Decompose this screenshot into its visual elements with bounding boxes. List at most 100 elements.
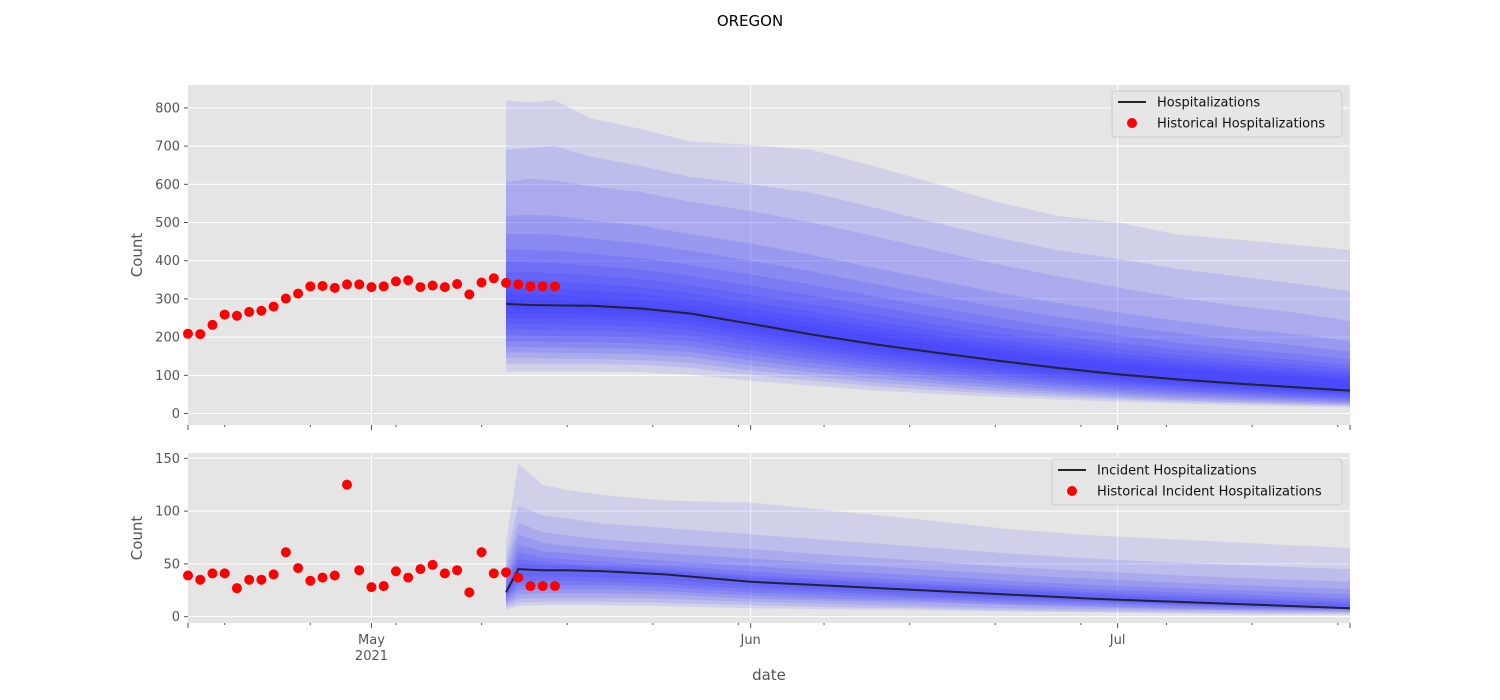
historical-point (488, 568, 499, 579)
historical-point (390, 276, 401, 287)
historical-point (452, 279, 463, 290)
legend-box (1051, 458, 1343, 506)
historical-point (513, 279, 524, 290)
historical-point (403, 275, 414, 286)
historical-point (501, 567, 512, 578)
legend-marker-label: Historical Incident Hospitalizations (1097, 485, 1322, 500)
legend: Hospitalizations Historical Hospitalizati… (1111, 90, 1343, 138)
historical-point (415, 564, 426, 575)
historical-point (549, 281, 560, 292)
historical-point (439, 282, 450, 293)
legend: Incident Hospitalizations Historical Inci… (1051, 458, 1343, 506)
prediction-band (506, 534, 1350, 612)
historical-point (219, 309, 230, 320)
y-tick-label: 0 (172, 407, 180, 422)
prediction-band (506, 562, 1350, 609)
prediction-band (506, 279, 1350, 396)
historical-point (268, 301, 279, 312)
historical-point (231, 583, 242, 594)
x-tick-label: Jun (739, 633, 760, 648)
historical-point (207, 319, 218, 330)
x-tick-label: Jul (1109, 633, 1126, 648)
historical-point (476, 547, 487, 558)
prediction-band (506, 249, 1350, 401)
historical-point (378, 581, 389, 592)
historical-point (378, 281, 389, 292)
historical-point (366, 582, 377, 593)
prediction-band (506, 505, 1350, 614)
y-tick-label: 300 (155, 292, 180, 307)
y-tick-label: 100 (155, 369, 180, 384)
prediction-band (506, 298, 1350, 392)
y-tick-label: 200 (155, 331, 180, 346)
prediction-band (506, 261, 1350, 399)
plot-area (188, 85, 1350, 425)
historical-point (513, 572, 524, 583)
x-tick-label: May (358, 633, 385, 648)
y-tick-label: 800 (155, 101, 180, 116)
legend-line-label: Hospitalizations (1157, 96, 1260, 111)
y-axis-label: Count (128, 516, 146, 561)
historical-point (231, 310, 242, 321)
historical-point (342, 279, 353, 290)
legend-marker-label: Historical Hospitalizations (1157, 117, 1325, 132)
historical-point (476, 277, 487, 288)
historical-point (256, 305, 267, 316)
historical-point (501, 277, 512, 288)
historical-point (317, 572, 328, 583)
historical-point (317, 280, 328, 291)
y-tick-label: 100 (155, 505, 180, 520)
historical-point (256, 574, 267, 585)
y-tick-label: 50 (163, 557, 180, 572)
y-tick-label: 0 (172, 610, 180, 625)
prediction-band (506, 463, 1350, 615)
historical-point (342, 479, 353, 490)
median-forecast-line (505, 568, 1350, 610)
historical-point (219, 568, 230, 579)
historical-point (280, 293, 291, 304)
historical-point (280, 547, 291, 558)
prediction-band (506, 287, 1350, 395)
historical-point (195, 574, 206, 585)
historical-point (366, 282, 377, 293)
hospitalizations-panel: 0 100 200 300 400 500 600 700 800 Count Hospitaliz… (128, 85, 1351, 430)
legend-marker-swatch (1127, 118, 1137, 128)
historical-point (244, 306, 255, 317)
prediction-band (506, 178, 1350, 405)
forecast-bands (505, 100, 1350, 408)
median-forecast-line (505, 302, 1350, 392)
historical-point (525, 581, 536, 592)
prediction-band (506, 544, 1350, 611)
historical-point (452, 565, 463, 576)
historical-point (268, 569, 279, 580)
historical-point (427, 280, 438, 291)
y-tick-label: 500 (155, 216, 180, 231)
historical-point (244, 574, 255, 585)
prediction-band (506, 271, 1350, 398)
figure-title: OREGON (717, 12, 783, 30)
historical-point (439, 568, 450, 579)
historical-point (195, 329, 206, 340)
legend-marker-swatch (1067, 486, 1077, 496)
historical-point (329, 282, 340, 293)
prediction-band (506, 558, 1350, 610)
x-axis-label: date (752, 666, 786, 684)
historical-point (403, 572, 414, 583)
historical-point (537, 581, 548, 592)
historical-point (354, 565, 365, 576)
historical-point (537, 281, 548, 292)
prediction-band (506, 100, 1350, 408)
y-tick-label: 150 (155, 452, 180, 467)
legend-line-label: Incident Hospitalizations (1097, 464, 1257, 479)
historical-point (390, 566, 401, 577)
y-tick-label: 400 (155, 254, 180, 269)
historical-point (464, 587, 475, 598)
historical-point (488, 273, 499, 284)
prediction-band (506, 214, 1350, 404)
historical-point (415, 282, 426, 293)
historical-point (427, 559, 438, 570)
historical-point (305, 281, 316, 292)
incident-hospitalizations-panel: 0 50 100 150 Count Incident Hospitalizations H… (128, 452, 1351, 664)
y-tick-label: 700 (155, 140, 180, 155)
historical-point (305, 575, 316, 586)
